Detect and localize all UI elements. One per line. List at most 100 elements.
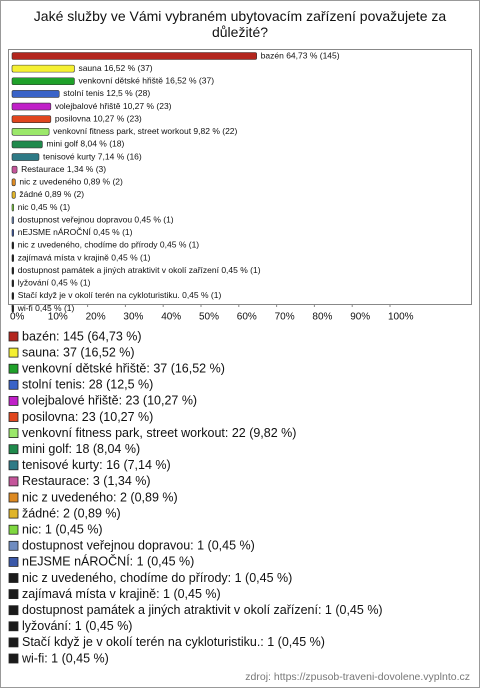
legend-swatch xyxy=(8,621,19,632)
bar xyxy=(11,304,15,313)
bar-label: tenisové kurty 7,14 % (16) xyxy=(43,151,142,161)
bar-label: zajímavá místa v krajině 0,45 % (1) xyxy=(18,252,151,262)
legend-swatch xyxy=(8,653,19,664)
legend-label: dostupnost památek a jiných atraktivit v… xyxy=(22,603,383,617)
legend-swatch xyxy=(8,395,19,406)
bar xyxy=(11,127,50,136)
legend-label: sauna: 37 (16,52 %) xyxy=(22,345,135,359)
legend-swatch xyxy=(8,573,19,583)
x-tick-label: 50% xyxy=(199,312,219,323)
legend-swatch xyxy=(8,540,19,551)
x-tick-label: 10% xyxy=(48,312,68,323)
legend-swatch xyxy=(8,379,19,390)
bar xyxy=(11,216,15,224)
legend-label: venkovní dětské hřiště: 37 (16,52 %) xyxy=(22,361,225,375)
legend-label: dostupnost veřejnou dopravou: 1 (0,45 %) xyxy=(22,539,255,553)
bar xyxy=(11,191,16,199)
bar-label: venkovní fitness park, street workout 9,… xyxy=(53,126,237,136)
legend-swatch xyxy=(8,331,19,342)
legend-label: venkovní fitness park, street workout: 2… xyxy=(22,426,296,440)
bar xyxy=(11,153,40,161)
legend-label: Stačí když je v okolí terén na cykloturi… xyxy=(22,635,325,649)
legend-label: wi-fi: 1 (0,45 %) xyxy=(21,651,109,665)
legend-swatch xyxy=(8,476,19,487)
chart-title: Jaké služby ve Vámi vybraném ubytovacím … xyxy=(33,8,447,40)
x-tick-label: 70% xyxy=(275,312,295,323)
legend-label: stolní tenis: 28 (12,5 %) xyxy=(22,378,153,392)
bar-label: dostupnost veřejnou dopravou 0,45 % (1) xyxy=(18,214,174,224)
legend-swatch xyxy=(8,412,19,422)
bar-label: sauna 16,52 % (37) xyxy=(78,63,152,73)
bar xyxy=(11,203,15,212)
legend-label: bazén: 145 (64,73 %) xyxy=(22,329,142,343)
bar xyxy=(11,254,15,262)
bar xyxy=(11,64,75,73)
legend-swatch xyxy=(8,428,19,439)
legend-label: lyžování: 1 (0,45 %) xyxy=(22,619,132,633)
bar-label: Stačí když je v okolí terén na cykloturi… xyxy=(18,290,222,300)
x-tick-label: 90% xyxy=(350,312,370,323)
bar-label: venkovní dětské hřiště 16,52 % (37) xyxy=(78,76,214,86)
legend-label: nic z uvedeného: 2 (0,89 %) xyxy=(22,490,178,504)
bar-label: nic z uvedeného, chodíme do přírody 0,45… xyxy=(18,240,200,250)
x-tick-label: 40% xyxy=(161,312,181,323)
legend-label: zajímavá místa v krajině: 1 (0,45 %) xyxy=(22,587,221,601)
bar xyxy=(11,279,15,288)
bar-label: lyžování 0,45 % (1) xyxy=(18,278,91,288)
legend-swatch xyxy=(8,589,19,599)
bar xyxy=(11,77,75,86)
bar xyxy=(11,140,43,149)
bar-label: nEJSME nÁROČNÍ 0,45 % (1) xyxy=(18,227,133,237)
legend-label: volejbalové hřiště: 23 (10,27 %) xyxy=(22,394,197,408)
bar-label: žádné 0,89 % (2) xyxy=(19,189,84,199)
legend-swatch xyxy=(8,460,19,471)
legend-label: žádné: 2 (0,89 %) xyxy=(22,506,121,520)
bar-label: volejbalové hřiště 10,27 % (23) xyxy=(55,101,172,111)
bar-label: posilovna 10,27 % (23) xyxy=(55,113,142,123)
bar xyxy=(11,178,16,187)
bar xyxy=(11,229,15,237)
legend-swatch xyxy=(8,492,19,503)
source: zdroj: https://zpusob-traveni-dovolene.v… xyxy=(245,671,470,683)
bar-label: nic 0,45 % (1) xyxy=(18,202,71,212)
x-tick-label: 100% xyxy=(388,312,414,323)
legend-label: tenisové kurty: 16 (7,14 %) xyxy=(22,458,171,472)
bar-label: bazén 64,73 % (145) xyxy=(261,50,340,60)
x-tick-label: 30% xyxy=(123,312,143,323)
bar xyxy=(11,165,18,174)
legend-swatch xyxy=(8,347,19,358)
bar xyxy=(11,102,52,111)
legend-label: nEJSME nÁROČNÍ: 1 (0,45 %) xyxy=(22,554,194,569)
x-tick-label: 60% xyxy=(237,312,257,323)
legend-swatch xyxy=(8,637,19,648)
bar xyxy=(11,241,15,250)
x-tick-label: 20% xyxy=(86,312,106,323)
legend-swatch xyxy=(8,508,19,519)
x-tick-label: 0% xyxy=(10,312,25,323)
bar xyxy=(11,266,15,275)
legend-label: posilovna: 23 (10,27 %) xyxy=(22,410,153,424)
bar-label: wi-fi 0,45 % (1) xyxy=(17,303,75,313)
bar-label: nic z uvedeného 0,89 % (2) xyxy=(19,177,123,187)
legend-swatch xyxy=(8,524,19,535)
plot-frame xyxy=(8,49,472,305)
legend-swatch xyxy=(8,557,19,567)
bar xyxy=(11,52,257,60)
bar xyxy=(11,292,15,300)
bar xyxy=(11,90,60,98)
legend-label: mini golf: 18 (8,04 %) xyxy=(22,442,140,456)
x-tick-label: 80% xyxy=(312,312,332,323)
legend-label: Restaurace: 3 (1,34 %) xyxy=(22,474,151,488)
legend-swatch xyxy=(8,605,19,616)
legend-label: nic z uvedeného, chodíme do přírody: 1 (… xyxy=(22,571,292,585)
legend-swatch xyxy=(8,363,19,374)
bar-label: dostupnost památek a jiných atraktivit v… xyxy=(18,265,261,275)
bar-label: Restaurace 1,34 % (3) xyxy=(21,164,106,174)
legend-label: nic: 1 (0,45 %) xyxy=(22,522,103,536)
bar-label: stolní tenis 12,5 % (28) xyxy=(63,88,150,98)
legend-swatch xyxy=(8,444,19,455)
bar-label: mini golf 8,04 % (18) xyxy=(46,139,124,149)
bar xyxy=(11,115,52,123)
